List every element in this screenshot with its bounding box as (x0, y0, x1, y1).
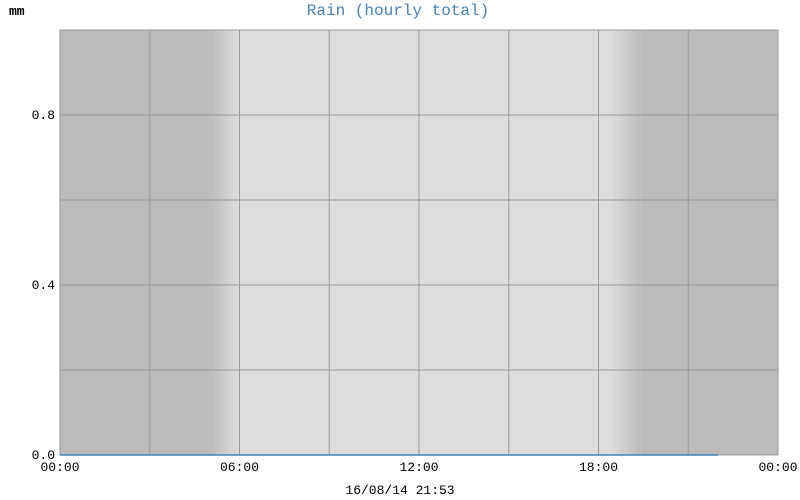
y-tick-label: 0.0 (32, 448, 55, 463)
y-tick-label: 0.4 (32, 278, 56, 293)
dawn-band (209, 30, 240, 455)
x-tick-label: 18:00 (579, 460, 618, 475)
chart-title: Rain (hourly total) (307, 2, 489, 20)
x-tick-label: 06:00 (220, 460, 259, 475)
x-tick-label: 12:00 (399, 460, 438, 475)
night-band-evening (640, 30, 778, 455)
x-axis-ticks: 00:00 06:00 12:00 18:00 00:00 (40, 460, 797, 475)
y-axis-unit: mm (9, 4, 25, 19)
x-tick-label: 00:00 (758, 460, 797, 475)
y-tick-label: 0.8 (32, 108, 55, 123)
dusk-band (610, 30, 641, 455)
night-band-morning (60, 30, 210, 455)
y-axis-ticks: 0.0 0.4 0.8 (32, 108, 56, 463)
timestamp-label: 16/08/14 21:53 (345, 483, 454, 498)
plot-background (60, 30, 778, 455)
x-tick-label: 00:00 (40, 460, 79, 475)
day-band (239, 30, 611, 455)
